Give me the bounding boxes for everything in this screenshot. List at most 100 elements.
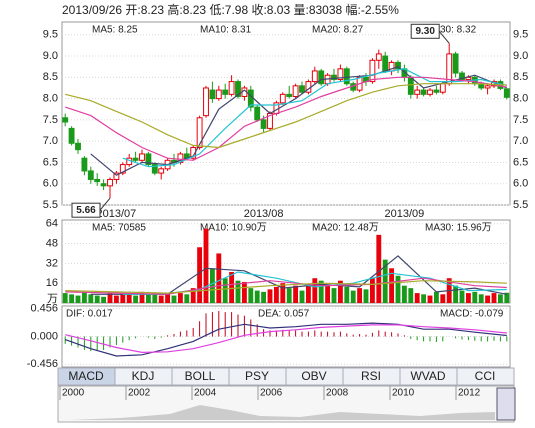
annotation-label: 9.30 [415, 26, 435, 37]
candle-body [222, 89, 229, 95]
volume-bar [229, 272, 235, 303]
macd-line [65, 324, 507, 354]
y-tick-label: 32 [46, 257, 58, 269]
volume-bar [158, 295, 164, 303]
macd-line [64, 322, 507, 357]
volume-bar [331, 288, 337, 303]
candle-body [145, 153, 152, 166]
legend-entry: MA5: 8.25 [92, 25, 138, 36]
candle-body [87, 170, 94, 180]
volume-bar [197, 247, 203, 303]
y-tick-label: 16 [46, 277, 58, 289]
tab-label[interactable]: RSI [361, 369, 381, 383]
volume-bar [113, 295, 119, 303]
tab-label[interactable]: OBV [301, 369, 326, 383]
candle-body [407, 76, 414, 95]
volume-bar [190, 288, 196, 303]
candle-body [299, 85, 305, 93]
volume-bar [120, 294, 126, 303]
volume-bar [472, 291, 478, 303]
volume-bar [62, 293, 68, 303]
candle-body [395, 61, 401, 70]
volume-bar [401, 285, 407, 303]
candle-body [382, 55, 389, 72]
timeline-handle[interactable] [496, 387, 516, 421]
volume-bar [395, 275, 401, 303]
candle-body [439, 83, 446, 93]
candle-body [484, 85, 491, 89]
volume-bar [363, 289, 369, 303]
timeline-label: 2004 [194, 388, 217, 399]
volume-bar [171, 295, 177, 303]
volume-bar [337, 280, 343, 303]
volume-bar [293, 285, 299, 303]
candle-body [503, 88, 510, 98]
volume-bar [344, 286, 350, 303]
y-tick-label-right: 9.5 [513, 29, 528, 41]
legend-entry: MA30: 15.96万 [425, 223, 492, 234]
timeline-label: 2002 [128, 388, 151, 399]
volume-bar [421, 294, 427, 303]
volume-bar [465, 293, 471, 303]
candle-body [113, 172, 120, 180]
volume-bar [427, 295, 433, 303]
tab-label[interactable]: BOLL [185, 369, 216, 383]
volume-bar [318, 280, 324, 303]
legend-entry: MA10: 10.90万 [200, 223, 267, 234]
unit-label: 万 [47, 293, 58, 305]
y-tick-label: 7.0 [43, 135, 58, 147]
tab[interactable] [456, 367, 515, 386]
candle-body [228, 81, 235, 95]
volume-bar [273, 286, 279, 303]
candle-body [286, 93, 293, 97]
tab-label[interactable]: CCI [475, 369, 496, 383]
volume-bar [248, 288, 254, 303]
candle-body [196, 117, 203, 149]
y-tick-label: 64 [46, 218, 58, 230]
legend-entry: MA20: 12.48万 [312, 223, 379, 234]
tab-label[interactable]: PSY [245, 369, 269, 383]
legend-entry: DEA: 0.057 [258, 309, 310, 320]
volume-bar [107, 293, 113, 303]
y-tick-label: 6.0 [43, 178, 58, 190]
y-tick-label: -0.456 [27, 358, 58, 370]
volume-bar [491, 293, 497, 303]
volume-bar [350, 290, 356, 303]
volume-bar [440, 294, 446, 303]
volume-bar [357, 288, 363, 303]
volume-bar [286, 288, 292, 303]
candle-body [62, 117, 69, 123]
volume-bar [376, 234, 382, 303]
timeline-label: 2010 [392, 388, 415, 399]
tab-label[interactable]: MACD [68, 369, 104, 383]
timeline-label: 2000 [62, 388, 85, 399]
volume-bar [382, 259, 388, 303]
volume-bar [88, 294, 94, 303]
tab-label[interactable]: KDJ [132, 369, 155, 383]
candle-body [139, 153, 145, 161]
price-panel [61, 21, 511, 206]
volume-bar [126, 293, 132, 303]
volume-bar [165, 294, 171, 303]
y-tick-label: 9.5 [43, 29, 58, 41]
candle-body [100, 183, 107, 187]
y-tick-label-right: 5.5 [513, 199, 528, 211]
candle-body [81, 157, 88, 172]
volume-bar [433, 291, 439, 303]
y-tick-label-right: 7.0 [513, 135, 528, 147]
tab-label[interactable]: WVAD [410, 369, 445, 383]
y-tick-label: 7.5 [43, 114, 58, 126]
y-tick-label-right: 7.5 [513, 114, 528, 126]
candle-body [337, 68, 344, 80]
volume-bar [325, 285, 331, 303]
ma-line [65, 76, 507, 161]
volume-bar [305, 284, 311, 303]
candle-body [254, 106, 261, 121]
volume-bar [145, 294, 151, 303]
candle-body [151, 164, 158, 174]
volume-bar [235, 280, 241, 303]
annotation-leader [99, 197, 111, 211]
legend-entry: DIF: 0.017 [66, 309, 113, 320]
volume-bar [81, 291, 87, 303]
candle-body [209, 89, 216, 100]
